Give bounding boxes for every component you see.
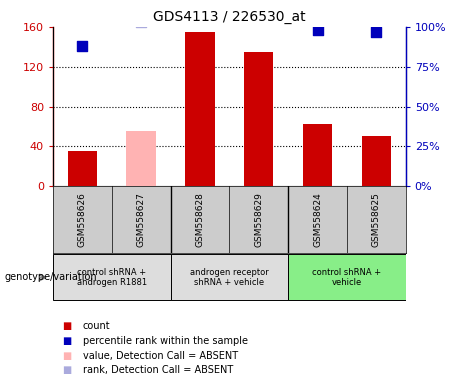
Title: GDS4113 / 226530_at: GDS4113 / 226530_at: [153, 10, 306, 25]
FancyBboxPatch shape: [288, 255, 406, 300]
Text: value, Detection Call = ABSENT: value, Detection Call = ABSENT: [83, 351, 238, 361]
Text: GSM558624: GSM558624: [313, 192, 322, 247]
Bar: [126, 131, 156, 186]
Text: GSM558625: GSM558625: [372, 192, 381, 247]
Text: GSM558626: GSM558626: [78, 192, 87, 247]
Text: count: count: [83, 321, 111, 331]
Bar: [68, 151, 97, 186]
Point: [137, 19, 145, 25]
Text: control shRNA +
androgen R1881: control shRNA + androgen R1881: [77, 268, 147, 287]
Bar: [303, 124, 332, 186]
Point: [314, 27, 321, 33]
Bar: [361, 136, 391, 186]
Point: [372, 28, 380, 35]
Text: ■: ■: [62, 365, 71, 375]
Text: GSM558627: GSM558627: [136, 192, 146, 247]
Bar: [244, 52, 273, 186]
Text: GSM558629: GSM558629: [254, 192, 263, 247]
Text: androgen receptor
shRNA + vehicle: androgen receptor shRNA + vehicle: [190, 268, 269, 287]
Bar: [185, 32, 215, 186]
Text: GSM558628: GSM558628: [195, 192, 205, 247]
Text: ■: ■: [62, 351, 71, 361]
Text: rank, Detection Call = ABSENT: rank, Detection Call = ABSENT: [83, 365, 233, 375]
Text: ■: ■: [62, 321, 71, 331]
Text: control shRNA +
vehicle: control shRNA + vehicle: [313, 268, 381, 287]
Text: percentile rank within the sample: percentile rank within the sample: [83, 336, 248, 346]
Text: ■: ■: [62, 336, 71, 346]
FancyBboxPatch shape: [53, 255, 171, 300]
Text: genotype/variation: genotype/variation: [5, 272, 97, 283]
FancyBboxPatch shape: [171, 255, 288, 300]
Point: [79, 43, 86, 49]
